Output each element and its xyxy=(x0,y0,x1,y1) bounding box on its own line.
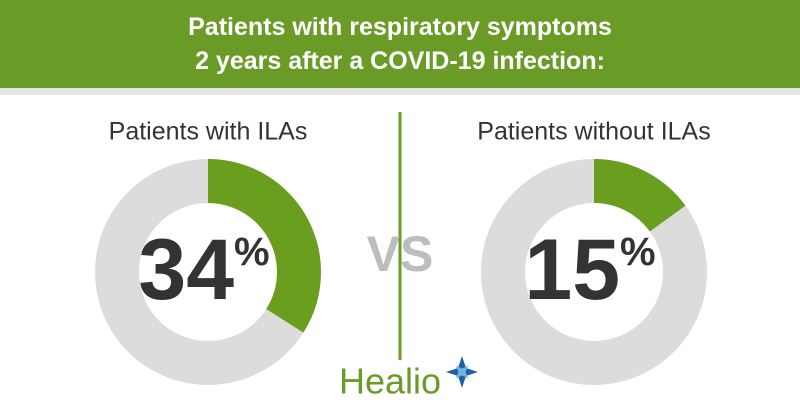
header-strip xyxy=(0,88,800,95)
brand-star xyxy=(446,356,478,388)
donut-title: Patients without ILAs xyxy=(477,118,710,146)
donut-title: Patients with ILAs xyxy=(109,118,308,146)
value-label: 15% xyxy=(524,222,655,318)
value-label: 34% xyxy=(138,222,269,318)
donut-segment xyxy=(95,159,321,385)
brand-logo: Healio xyxy=(339,361,441,402)
vs-label: VS xyxy=(367,226,434,282)
donut-segment xyxy=(481,159,707,385)
header-title: Patients with respiratory symptoms 2 yea… xyxy=(0,0,800,88)
